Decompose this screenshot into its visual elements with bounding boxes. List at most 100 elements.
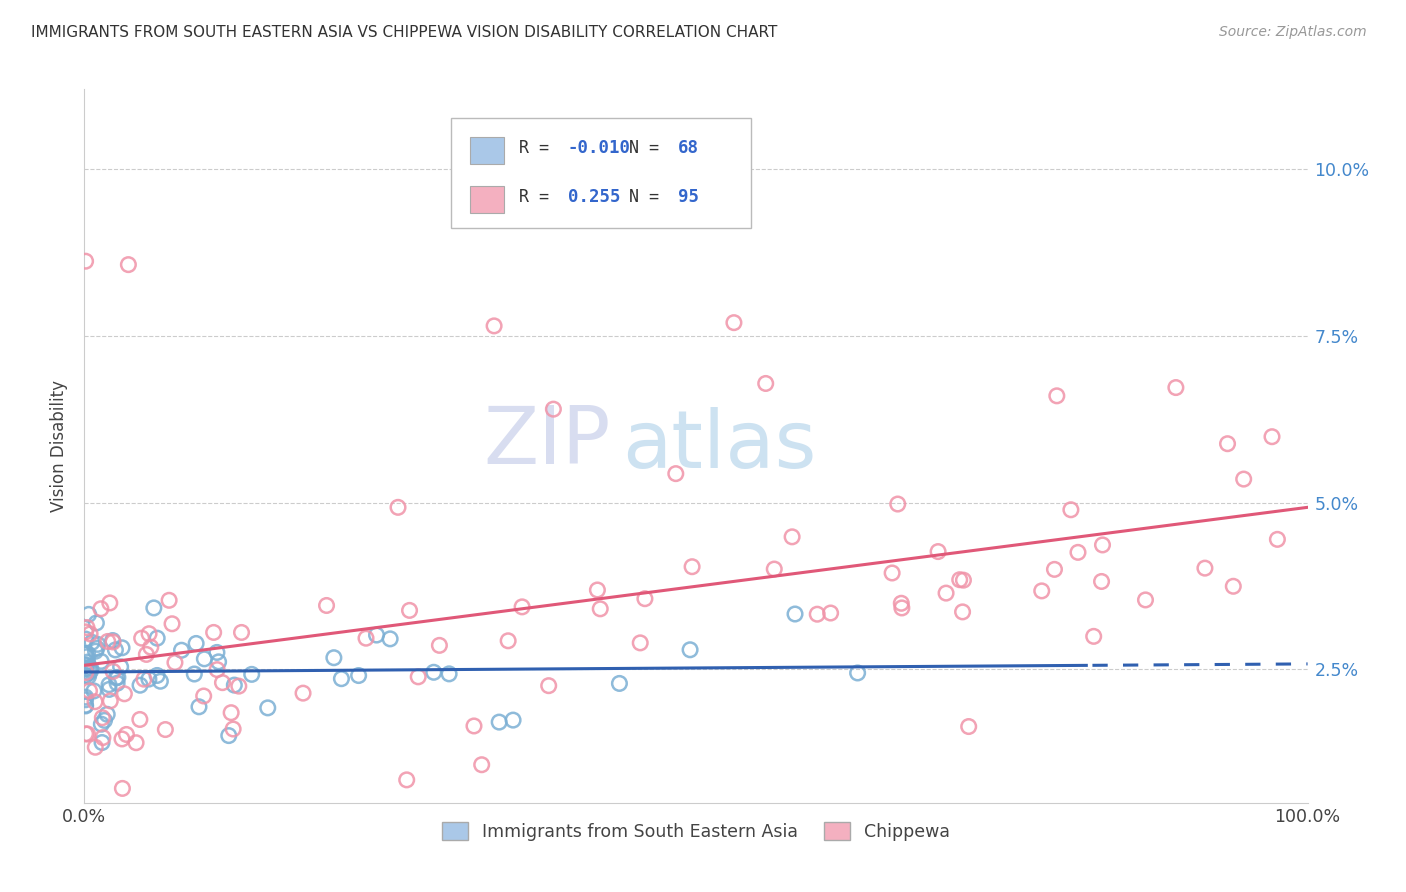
Point	[75, 698, 97, 713]
Point	[1031, 583, 1053, 598]
Point	[882, 566, 904, 580]
Point	[184, 636, 207, 650]
Point	[183, 667, 205, 681]
Point	[138, 672, 160, 686]
Point	[586, 582, 609, 597]
Point	[110, 660, 132, 674]
Point	[75, 668, 97, 682]
Point	[163, 656, 186, 670]
Point	[378, 632, 401, 646]
Point	[205, 663, 228, 677]
Point	[155, 723, 177, 737]
Point	[387, 500, 409, 515]
Point	[256, 701, 278, 715]
Point	[422, 665, 444, 680]
Text: R =: R =	[519, 188, 558, 206]
Point	[77, 665, 100, 680]
Point	[1046, 389, 1069, 403]
Point	[112, 687, 135, 701]
Text: Source: ZipAtlas.com: Source: ZipAtlas.com	[1219, 25, 1367, 39]
Point	[1194, 561, 1216, 575]
Bar	[470, 186, 503, 212]
Point	[315, 599, 337, 613]
Point	[890, 601, 912, 615]
Point	[488, 715, 510, 730]
Text: 95: 95	[678, 188, 699, 206]
Point	[111, 640, 134, 655]
Point	[76, 620, 98, 634]
Bar	[470, 137, 503, 164]
Point	[101, 635, 124, 649]
Point	[142, 601, 165, 615]
Text: R =: R =	[519, 139, 558, 157]
Point	[96, 707, 118, 722]
Point	[330, 672, 353, 686]
Point	[398, 603, 420, 617]
Point	[228, 679, 250, 693]
Point	[117, 258, 139, 272]
Point	[75, 658, 97, 673]
Point	[347, 668, 370, 682]
Point	[83, 684, 105, 698]
Point	[170, 643, 193, 657]
Point	[75, 698, 97, 713]
Point	[77, 669, 100, 683]
Point	[681, 559, 703, 574]
Point	[679, 642, 702, 657]
Point	[1083, 629, 1105, 643]
Point	[75, 665, 97, 680]
Point	[887, 497, 910, 511]
Point	[138, 626, 160, 640]
Point	[98, 694, 121, 708]
Point	[75, 662, 97, 676]
Point	[665, 467, 688, 481]
Point	[76, 647, 98, 661]
Point	[135, 648, 157, 662]
Text: IMMIGRANTS FROM SOUTH EASTERN ASIA VS CHIPPEWA VISION DISABILITY CORRELATION CHA: IMMIGRANTS FROM SOUTH EASTERN ASIA VS CH…	[31, 25, 778, 40]
Point	[84, 644, 107, 658]
Point	[1164, 380, 1187, 394]
Point	[75, 692, 97, 706]
Point	[90, 601, 112, 615]
Point	[77, 607, 100, 622]
Point	[543, 402, 565, 417]
Point	[510, 599, 533, 614]
Point	[406, 670, 429, 684]
Point	[107, 670, 129, 684]
Point	[366, 628, 388, 642]
Point	[91, 735, 114, 749]
Point	[763, 562, 786, 576]
Point	[202, 625, 225, 640]
Point	[211, 675, 233, 690]
Point	[1222, 579, 1244, 593]
Point	[79, 683, 101, 698]
Point	[101, 633, 124, 648]
Point	[115, 727, 138, 741]
Point	[1233, 472, 1256, 486]
Point	[98, 678, 121, 692]
Point	[463, 719, 485, 733]
Point	[157, 593, 180, 607]
Point	[80, 664, 103, 678]
Point	[128, 713, 150, 727]
Point	[231, 625, 253, 640]
Point	[240, 667, 263, 681]
Point	[86, 641, 108, 656]
Point	[537, 679, 560, 693]
Point	[80, 635, 103, 649]
Point	[628, 636, 651, 650]
Point	[222, 722, 245, 736]
Y-axis label: Vision Disability: Vision Disability	[51, 380, 69, 512]
Point	[207, 655, 229, 669]
Point	[1060, 502, 1083, 516]
Point	[1090, 574, 1112, 589]
Point	[98, 596, 121, 610]
Point	[935, 586, 957, 600]
Point	[482, 318, 505, 333]
Point	[193, 652, 215, 666]
Point	[609, 676, 631, 690]
Point	[890, 596, 912, 610]
Point	[395, 772, 418, 787]
Point	[101, 665, 124, 679]
Point	[80, 661, 103, 675]
